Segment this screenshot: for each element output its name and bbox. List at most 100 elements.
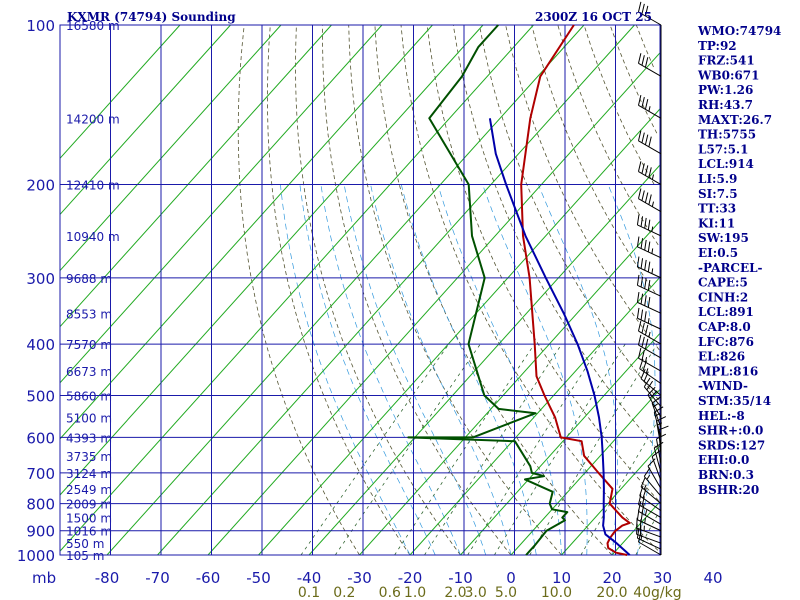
temperature-tick-label: -40 [297, 569, 322, 587]
wind-barb [637, 95, 662, 119]
moist-adiabat [437, 184, 562, 556]
pressure-tick-label: 1000 [17, 547, 55, 565]
dry-adiabat [266, 24, 411, 556]
isotherms [59, 24, 661, 556]
wind-barb [653, 441, 664, 474]
pressure-unit-label: mb [32, 569, 56, 587]
mixing-ratio-label: 2.0 [444, 585, 466, 600]
dry-adiabat [400, 24, 659, 551]
index-item: SW:195 [698, 231, 749, 245]
height-label: 8553 m [66, 307, 112, 321]
height-label: 105 m [66, 549, 104, 563]
mixing-ratio-label: 0.1 [298, 585, 320, 600]
index-item: MPL:816 [698, 364, 758, 378]
temperature-tick-label: 10 [552, 569, 571, 587]
isotherm-line [258, 108, 661, 556]
height-label: 550 m [66, 537, 104, 551]
height-label: 14200 m [66, 112, 120, 126]
temperature-tick-label: -20 [398, 569, 423, 587]
wind-barb [637, 188, 662, 213]
mixing-ratio-label: 20.0 [596, 585, 627, 600]
parcel-trace [488, 118, 631, 556]
pressure-tick-label: 100 [26, 17, 55, 35]
temperature-tick-label: -60 [196, 569, 221, 587]
dry-adiabat [374, 24, 613, 556]
index-item: WB0:671 [697, 68, 759, 82]
wind-barb [637, 500, 662, 525]
isotherm-line [59, 24, 383, 384]
wind-barb [636, 236, 662, 259]
wind-barb [637, 334, 662, 359]
temperature-tick-label: -80 [95, 569, 120, 587]
index-item: KI:11 [698, 216, 735, 230]
index-item: CINH:2 [698, 290, 748, 304]
index-item: LCL:891 [698, 305, 754, 319]
indices-panel: WMO:74794TP:92FRZ:541WB0:671PW:1.26RH:43… [697, 24, 781, 497]
wind-barb [636, 527, 662, 550]
wind-barb [636, 214, 662, 237]
temperature-tick-label: -30 [347, 569, 372, 587]
mixing-ratio-label: 1.0 [404, 585, 426, 600]
height-label: 7570 m [66, 338, 112, 352]
height-label: 6673 m [66, 365, 112, 379]
temperature-axis: -80 -70 -60 -50 -40 -30 -20 -10 0 10 20 30 40 [95, 569, 723, 587]
height-label: 1500 m [66, 512, 112, 526]
mixing-ratio-label: 3.0 [465, 585, 487, 600]
isotherm-line [510, 389, 661, 556]
pressure-tick-label: 200 [26, 177, 55, 195]
pressure-tick-label: 500 [26, 387, 55, 405]
index-item: L57:5.1 [698, 142, 748, 156]
index-item: WMO:74794 [697, 24, 781, 38]
mixing-ratio-label: 0.2 [333, 585, 355, 600]
mixing-ratio-label: 5.0 [495, 585, 517, 600]
temperature-tick-label: -70 [145, 569, 170, 587]
isotherm-line [59, 24, 332, 328]
dry-adiabats [237, 24, 660, 556]
pressure-tick-label: 300 [26, 270, 55, 288]
temperature-tick-label: -10 [448, 569, 473, 587]
temperature-tick-label: 40 [703, 569, 722, 587]
mixing-ratio-label: 10.0 [541, 585, 572, 600]
temperature-tick-label: 0 [506, 569, 516, 587]
temperature-tick-label: 30 [653, 569, 672, 587]
pressure-axis: 100 200 300 400 500 600 700 800 900 1000 mb [17, 17, 56, 587]
index-item: STM:35/14 [698, 394, 771, 408]
index-item: MAXT:26.7 [698, 113, 772, 127]
height-label: 16580 m [66, 19, 120, 33]
pressure-tick-label: 600 [26, 429, 55, 447]
dry-adiabat [348, 24, 562, 556]
chart-datetime: 2300Z 16 OCT 25 [535, 10, 652, 24]
height-label: 1016 m [66, 525, 112, 539]
isotherm-line [157, 24, 635, 556]
index-item: -WIND- [698, 379, 748, 393]
index-item: BSHR:20 [698, 483, 759, 497]
index-item: HEL:-8 [698, 409, 745, 423]
dry-adiabat [505, 24, 660, 351]
wind-barb [637, 130, 662, 155]
wind-barb [647, 386, 662, 418]
temperature-trace [520, 24, 631, 556]
isotherm-line [460, 332, 661, 556]
wind-barb [643, 467, 662, 497]
mixing-ratio-label: 0.6 [379, 585, 401, 600]
index-item: CAPE:5 [698, 276, 748, 290]
wind-barb [637, 53, 662, 77]
dry-adiabat [557, 24, 659, 246]
isotherm-line [59, 24, 181, 159]
wind-barb [636, 291, 662, 314]
mixing-ratio-line [635, 514, 658, 556]
mixing-ratio-axis: 0.1 0.2 0.6 1.0 2.03.0 5.0 10.0 20.0 40g/kg [298, 585, 682, 600]
dry-adiabat [609, 24, 658, 134]
dry-adiabat [531, 24, 656, 293]
index-item: SI:7.5 [698, 187, 738, 201]
wind-barb [636, 307, 662, 330]
pressure-tick-label: 700 [26, 465, 55, 483]
index-item: BRN:0.3 [698, 468, 754, 482]
height-label: 2009 m [66, 498, 112, 512]
height-label: 12410 m [66, 179, 120, 193]
wind-barb [636, 274, 662, 297]
isotherm-line [59, 24, 282, 271]
height-label: 10940 m [66, 230, 120, 244]
pressure-tick-label: 400 [26, 336, 55, 354]
